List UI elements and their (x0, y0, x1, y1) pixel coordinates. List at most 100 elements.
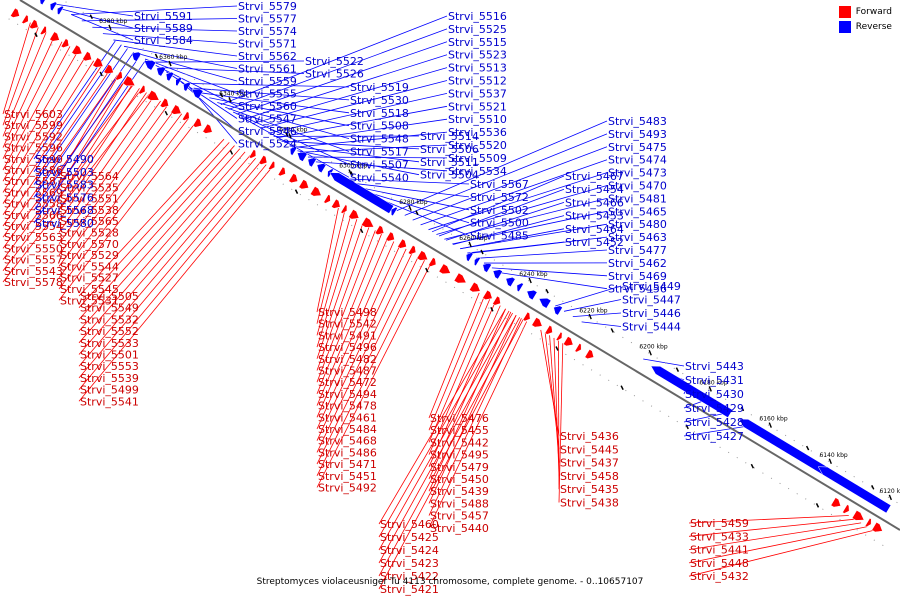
connector-line (688, 522, 862, 550)
forward-gene-label: Strvi_5476 (430, 412, 489, 425)
reverse-gene (650, 365, 733, 418)
connector-line (62, 8, 134, 29)
reverse-gene (165, 71, 175, 82)
connector-line (316, 226, 370, 371)
connector-line (344, 178, 470, 185)
tick-mark (168, 60, 172, 67)
connector-line (396, 120, 608, 211)
connector-line (404, 133, 608, 216)
connector-line (2, 79, 126, 249)
track-marker (685, 424, 689, 430)
forward-gene (830, 497, 842, 508)
connector-line (558, 343, 564, 503)
connector-line (316, 219, 358, 348)
reverse-gene-label: Strvi_5454 (565, 183, 624, 196)
track-marker (805, 445, 810, 451)
forward-gene (159, 97, 169, 108)
connector-line (378, 317, 521, 577)
forward-gene-label: Strvi_5468 (318, 435, 377, 448)
connector-line (581, 321, 622, 327)
reverse-gene (131, 51, 142, 62)
track-marker (675, 367, 680, 372)
tick-mark (768, 422, 772, 428)
reverse-gene-label: Strvi_5508 (350, 120, 409, 133)
forward-gene-label: Strvi_5439 (430, 485, 489, 498)
connector-line (228, 28, 448, 110)
connector-line (81, 18, 238, 22)
connector-line (316, 222, 364, 359)
tick-label: 6260 kbp (459, 235, 487, 242)
connector-line (460, 223, 608, 250)
forward-gene-label: Strvi_5557 (4, 254, 63, 267)
connector-line (2, 46, 71, 171)
reverse-gene-label: Strvi_5555 (238, 88, 297, 101)
connector-line (2, 41, 63, 159)
forward-gene (60, 38, 70, 48)
legend-reverse: Reverse (838, 21, 892, 33)
connector-line (71, 5, 238, 15)
track-marker (555, 346, 559, 351)
connector-line (33, 59, 147, 224)
tick-label: 6240 kbp (519, 271, 547, 278)
connector-line (2, 51, 79, 182)
gene-labels: Strvi_5603Strvi_5599Strvi_5592Strvi_5596… (4, 0, 749, 596)
forward-gene-label: Strvi_5551 (60, 193, 119, 206)
connector-line (78, 158, 256, 367)
forward-gene-label: Strvi_5558 (4, 198, 63, 211)
forward-gene-label: Strvi_5458 (560, 470, 619, 483)
reverse-gene-label: Strvi_5512 (448, 75, 507, 88)
reverse-gene-label: Strvi_5480 (608, 218, 667, 231)
reverse-gene-label: Strvi_5429 (685, 402, 744, 415)
reverse-gene-label: Strvi_5513 (448, 62, 507, 75)
forward-gene-label: Strvi_5541 (80, 395, 139, 408)
connector-line (2, 22, 31, 115)
forward-gene-label: Strvi_5484 (318, 423, 377, 436)
connector-line (2, 31, 47, 137)
forward-gene-label: Strvi_5498 (318, 306, 377, 319)
forward-gene-label: Strvi_5542 (318, 318, 377, 331)
reverse-gene-label: Strvi_5473 (608, 167, 667, 180)
forward-gene-label: Strvi_5496 (318, 341, 377, 354)
connector-line (58, 100, 161, 245)
reverse-gene-label: Strvi_5474 (608, 154, 667, 167)
reverse-gene-label: Strvi_5444 (622, 321, 681, 334)
reverse-gene-label: Strvi_5509 (448, 152, 507, 165)
connector-line (2, 89, 142, 272)
connector-line (260, 80, 448, 129)
track-marker (610, 328, 614, 333)
forward-gene (115, 70, 123, 81)
tick-mark (648, 350, 652, 356)
track-marker (350, 171, 354, 176)
reverse-gene-label: Strvi_5574 (238, 25, 297, 38)
connector-line (78, 151, 246, 344)
reverse-gene-label: Strvi_5466 (565, 196, 624, 209)
forward-gene-label: Strvi_5455 (430, 424, 489, 437)
connector-line (688, 529, 874, 577)
forward-gene (842, 504, 850, 514)
track-marker (34, 32, 38, 38)
connector-line (78, 154, 251, 355)
reverse-gene-label: Strvi_5462 (608, 257, 667, 270)
connector-line (185, 83, 350, 88)
chromosome-axis (8, 0, 900, 550)
forward-gene-label: Strvi_5433 (690, 530, 749, 543)
forward-gene (138, 84, 146, 95)
forward-gene-label: Strvi_5486 (318, 446, 377, 459)
reverse-gene (183, 82, 192, 92)
reverse-gene-label: Strvi_5540 (350, 171, 409, 184)
tick-label: 6320 kbp (279, 127, 307, 134)
connector-line (553, 337, 560, 476)
connector-line (113, 39, 238, 57)
forward-gene-label: Strvi_5587 (4, 175, 63, 188)
forward-gene (428, 257, 437, 267)
connector-line (102, 33, 238, 44)
connector-line (475, 249, 608, 259)
forward-gene (298, 179, 310, 190)
legend-forward: Forward (838, 6, 892, 18)
forward-gene-label: Strvi_5472 (318, 376, 377, 389)
tick-label: 6360 kbp (159, 54, 187, 61)
reverse-gene-label: Strvi_5493 (608, 128, 667, 141)
connector-line (378, 312, 513, 551)
